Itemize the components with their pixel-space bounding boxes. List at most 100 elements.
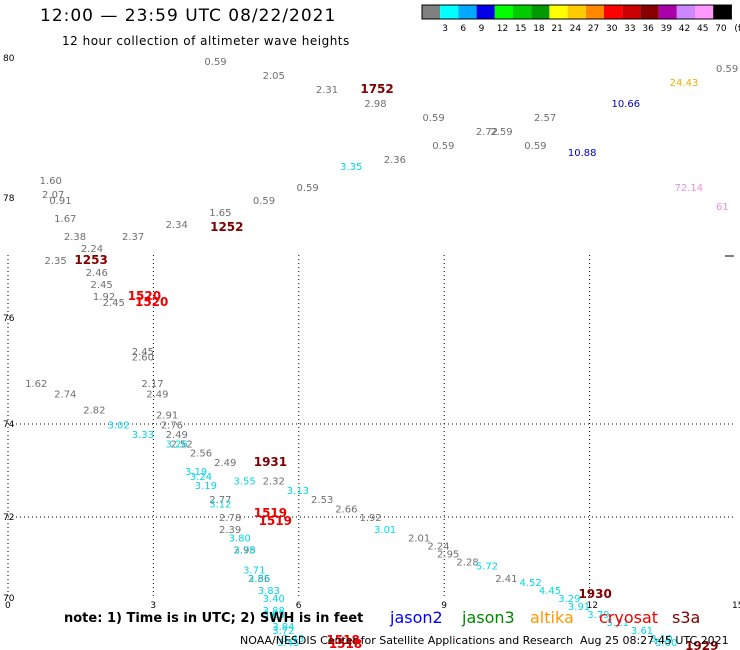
pass-label: 1252 (210, 220, 243, 234)
wave-height-value: 3.55 (233, 476, 255, 487)
wave-height-value: 2.86 (248, 574, 270, 585)
scale-swatch (640, 5, 659, 19)
wave-height-value: 1.92 (93, 292, 115, 303)
wave-height-value: 10.66 (612, 99, 641, 110)
wave-height-value: 3.19 (185, 467, 207, 478)
wave-height-value: 3.24 (190, 472, 212, 483)
scale-label: 3 (442, 24, 448, 34)
wave-height-value: 1.65 (209, 208, 231, 219)
scale-swatch (585, 5, 604, 19)
footer-note: note: 1) Time is in UTC; 2) SWH is in fe… (64, 611, 364, 626)
scale-swatch (713, 5, 732, 19)
wave-height-value: 2.35 (44, 256, 66, 267)
scale-swatch (622, 5, 641, 19)
wave-height-value: 2.59 (490, 127, 512, 138)
pass-label: 1253 (74, 253, 107, 267)
scale-label: 70 (715, 24, 727, 34)
scale-label: 9 (479, 24, 485, 34)
scale-swatch (458, 5, 477, 19)
wave-height-value: 2.45 (103, 298, 125, 309)
scale-label: 24 (570, 24, 582, 34)
wave-height-value: 3.35 (340, 162, 362, 173)
wave-height-value: 2.45 (132, 347, 154, 358)
legend-jason2: jason2 (390, 608, 443, 627)
scale-swatch (422, 5, 441, 19)
wave-height-value: 2.60 (132, 352, 154, 363)
lat-tick-label: 70 (3, 594, 15, 604)
pass-label: 1520 (128, 289, 161, 303)
wave-height-value: 3.61 (631, 626, 653, 637)
wave-height-value: 2.66 (335, 504, 357, 515)
wave-height-value: 2.01 (408, 533, 430, 544)
wave-height-value: 2.07 (42, 190, 64, 201)
scale-label: 18 (533, 24, 545, 34)
wave-height-value: 3.12 (209, 500, 231, 511)
wave-height-value: 2.76 (161, 421, 183, 432)
wave-height-value: 3.78 (233, 545, 255, 556)
scale-swatch (604, 5, 623, 19)
wave-height-value: 72.14 (675, 183, 704, 194)
pass-label: 1752 (360, 82, 393, 96)
scale-swatch (513, 5, 532, 19)
wave-height-value: 2.17 (141, 379, 163, 390)
lon-tick-label: 3 (150, 601, 156, 611)
wave-height-value: 2.46 (86, 268, 108, 279)
legend-altika: altika (530, 608, 574, 627)
wave-height-value: 2.53 (311, 495, 333, 506)
wave-height-value: 0.59 (432, 141, 454, 152)
wave-height-value: 2.56 (190, 449, 212, 460)
wave-height-value: 2.52 (170, 439, 192, 450)
wave-height-value: 3.33 (132, 430, 154, 441)
scale-label: 12 (497, 24, 508, 34)
lat-tick-label: 76 (3, 314, 15, 324)
scale-swatch (695, 5, 714, 19)
scale-swatch (658, 5, 677, 19)
scale-swatch (531, 5, 550, 19)
wave-height-value: 2.82 (83, 405, 105, 416)
wave-height-value: 2.24 (81, 244, 103, 255)
wave-height-value: 1.62 (25, 379, 47, 390)
footer-credit: NOAA/NESDIS Center for Satellite Applica… (240, 634, 574, 647)
wave-height-value: 5.72 (476, 562, 498, 573)
wave-height-value: 0.59 (423, 113, 445, 124)
lon-tick-label: 9 (441, 601, 447, 611)
wave-height-value: 2.74 (54, 390, 76, 401)
scale-label: 21 (551, 24, 562, 34)
lon-tick-label: 15 (732, 601, 740, 611)
wave-height-value: 2.49 (146, 390, 168, 401)
wave-height-value: 0.59 (524, 141, 546, 152)
wave-height-value: 3.02 (107, 421, 129, 432)
lon-tick-label: 0 (5, 601, 11, 611)
wave-height-value: 3.43 (282, 634, 304, 645)
wave-height-value: 3.26 (166, 439, 188, 450)
wave-height-value: 2.78 (219, 513, 241, 524)
pass-label: 1519 (254, 506, 287, 520)
wave-height-value: 3.29 (558, 594, 580, 605)
pass-label: 1519 (259, 514, 292, 528)
wave-height-values: 0.59 2.05 2.31 2.98 0.59 2.57 2.722.59 0.59 0.59… (25, 57, 738, 649)
scale-swatch (440, 5, 459, 19)
wave-height-value: 3.84 (272, 622, 294, 633)
scale-swatch (567, 5, 586, 19)
wave-height-value: 2.39 (219, 525, 241, 536)
footer-timestamp: Aug 25 08:27:45 UTC 2021 (580, 634, 729, 647)
scale-label: 45 (697, 24, 708, 34)
wave-height-value: 2.31 (316, 85, 338, 96)
lon-tick-label: 12 (587, 601, 598, 611)
wave-height-value: 0.59 (253, 196, 275, 207)
pass-label: 1518 (326, 633, 359, 647)
wave-height-value: 10.88 (568, 148, 597, 159)
lat-tick-label: 78 (3, 194, 15, 204)
wave-height-value: 2.49 (214, 458, 236, 469)
wave-height-value: 2.34 (166, 220, 188, 231)
wave-height-value: 4.45 (539, 586, 561, 597)
wave-height-value: 3.45 (277, 638, 299, 649)
map-title: 12:00 — 23:59 UTC 08/22/2021 (40, 6, 337, 26)
wave-height-value: 0.59 (296, 183, 318, 194)
lat-lon-grid: 80 78 76 74 72 700 3 6 9 12 15 (3, 54, 740, 611)
wave-height-value: 1.92 (360, 513, 382, 524)
wave-height-value: 3.65 (263, 610, 285, 621)
